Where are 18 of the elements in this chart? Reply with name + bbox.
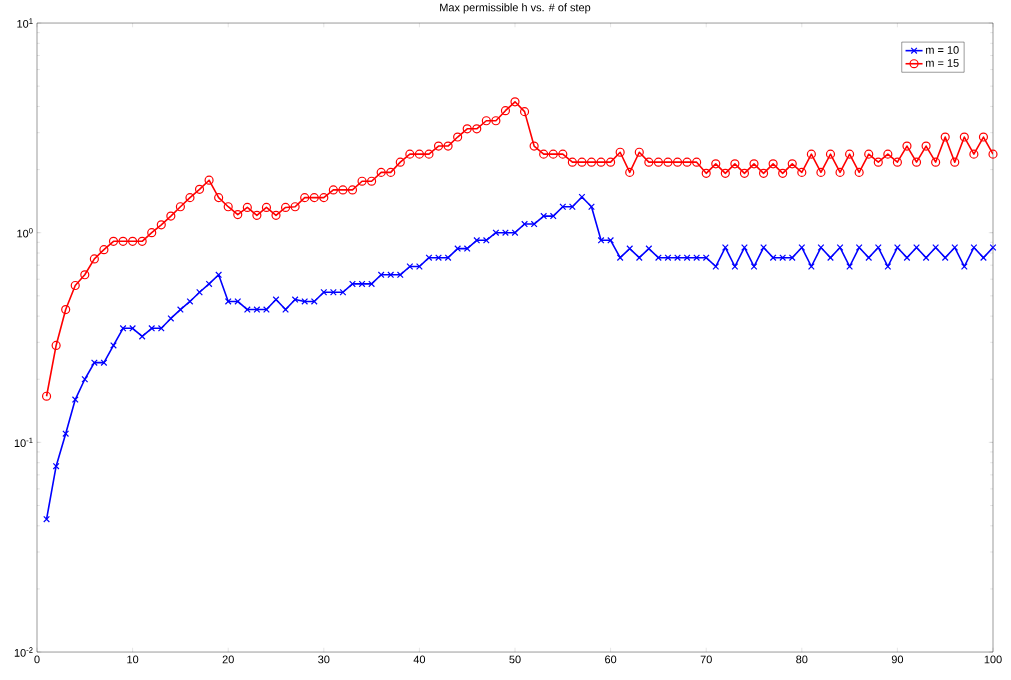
x-tick-label: 90: [891, 655, 904, 664]
legend-label: m = 10: [926, 46, 959, 54]
x-tick-label: 0: [34, 655, 40, 664]
x-tick-label: 100: [984, 655, 1002, 664]
chart-title: Max permissible h vs. # of step: [440, 3, 591, 14]
legend-label: m = 15: [926, 59, 959, 67]
x-tick-label: 50: [509, 655, 521, 664]
y-tick-label: 10$^{0}$: [17, 227, 33, 238]
x-tick-label: 80: [796, 655, 808, 664]
x-tick-label: 30: [318, 655, 330, 664]
y-tick-label: 10$^{-1}$: [14, 437, 33, 448]
x-tick-label: 60: [605, 655, 617, 664]
x-tick-label: 10: [127, 655, 139, 664]
x-tick-label: 40: [413, 655, 426, 664]
x-tick-label: 20: [222, 655, 234, 664]
y-tick-label: 10$^{1}$: [17, 18, 33, 28]
y-tick-label: 10$^{-2}$: [14, 647, 33, 657]
x-tick-label: 70: [700, 655, 712, 664]
